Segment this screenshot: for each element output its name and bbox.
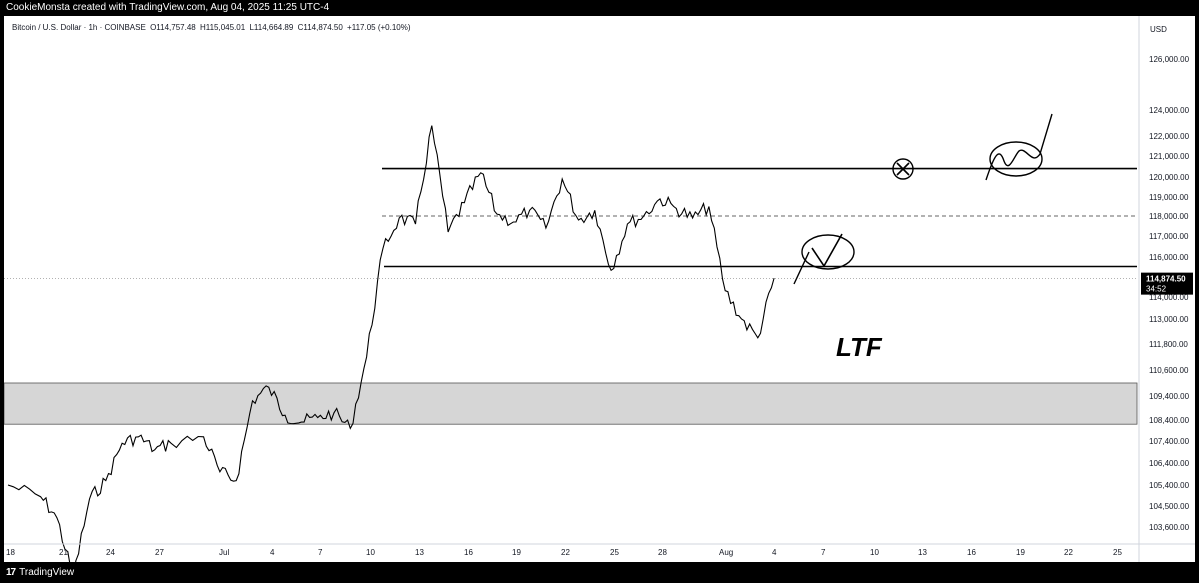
annotation-circle-wave (989, 141, 1043, 177)
footer-bar: 17 TradingView (0, 562, 1199, 583)
x-tick-label: 10 (870, 548, 879, 557)
symbol-title: Bitcoin / U.S. Dollar · 1h · COINBASE (12, 23, 146, 32)
y-tick-label: 107,400.00 (1149, 437, 1190, 446)
y-tick-label: 120,000.00 (1149, 173, 1190, 182)
y-tick-label: 106,400.00 (1149, 459, 1190, 468)
demand-zone (4, 382, 1138, 425)
x-tick-label: 28 (658, 548, 667, 557)
y-tick-label: 119,000.00 (1149, 193, 1189, 202)
x-tick-label: 13 (415, 548, 424, 557)
x-tick-label: Aug (719, 548, 733, 557)
y-tick-label: 118,000.00 (1149, 212, 1189, 221)
annotation-circle-check (801, 234, 855, 270)
chart-credit-bar: CookieMonsta created with TradingView.co… (0, 0, 1199, 16)
x-tick-label: 16 (464, 548, 473, 557)
y-tick-label: 126,000.00 (1149, 55, 1190, 64)
x-tick-label: 10 (366, 548, 375, 557)
y-tick-label: 110,600.00 (1149, 366, 1189, 375)
y-tick-label: 109,400.00 (1149, 392, 1190, 401)
x-tick-label: 7 (318, 548, 323, 557)
current-price-label: 114,874.50 (1146, 275, 1186, 284)
x-tick-label: 13 (918, 548, 927, 557)
x-tick-label: 16 (967, 548, 976, 557)
x-tick-label: Jul (219, 548, 229, 557)
credit-text: CookieMonsta created with TradingView.co… (6, 2, 330, 13)
x-tick-label: 7 (821, 548, 826, 557)
high-value: H115,045.01 (199, 23, 246, 32)
x-tick-label: 22 (1064, 548, 1073, 557)
y-tick-label: 103,600.00 (1149, 523, 1190, 532)
current-price-box (1141, 272, 1193, 295)
annotation-circle-x (892, 158, 914, 180)
y-tick-label: 111,800.00 (1149, 340, 1188, 349)
symbol-legend: Bitcoin / U.S. Dollar · 1h · COINBASE O1… (12, 23, 411, 32)
y-tick-label: 116,000.00 (1149, 253, 1189, 262)
x-mark-icon (896, 162, 910, 176)
x-tick-label: 27 (155, 548, 164, 557)
currency-label: USD (1150, 25, 1167, 34)
x-tick-label: 18 (6, 548, 15, 557)
x-tick-label: 25 (610, 548, 619, 557)
y-tick-label: 124,000.00 (1149, 106, 1190, 115)
countdown-label: 34:52 (1146, 285, 1167, 294)
y-tick-label: 104,500.00 (1149, 502, 1190, 511)
x-tick-label: 25 (1113, 548, 1122, 557)
x-tick-label: 22 (561, 548, 570, 557)
x-tick-label: 4 (270, 548, 275, 557)
x-tick-label: 21 (59, 548, 68, 557)
check-mark-icon (811, 233, 843, 268)
y-tick-label: 121,000.00 (1149, 152, 1190, 161)
y-tick-label: 108,400.00 (1149, 416, 1190, 425)
chart-frame[interactable]: USD 126,000.00 124,000.00 122,000.00 121,000… (4, 16, 1195, 562)
x-tick-label: 4 (772, 548, 777, 557)
change-value: +117.05 (+0.10%) (347, 23, 411, 32)
close-value: C114,874.50 (297, 23, 343, 32)
open-value: O114,757.48 (150, 23, 196, 32)
y-tick-label: 114,000.00 (1149, 293, 1189, 302)
y-tick-label: 105,400.00 (1149, 481, 1190, 490)
price-series-line (7, 125, 775, 562)
tradingview-mark-icon: 17 (6, 567, 16, 578)
x-tick-label: 19 (1016, 548, 1025, 557)
x-tick-label: 19 (512, 548, 521, 557)
y-tick-label: 117,000.00 (1149, 232, 1189, 241)
y-tick-label: 122,000.00 (1149, 132, 1190, 141)
ltf-annotation: LTF (836, 332, 882, 362)
brand-text: TradingView (19, 567, 75, 578)
low-value: L114,664.89 (249, 23, 294, 32)
y-tick-label: 113,000.00 (1149, 315, 1189, 324)
price-chart[interactable]: USD 126,000.00 124,000.00 122,000.00 121,000… (4, 16, 1195, 562)
annotation-stroke-1 (793, 251, 810, 285)
x-tick-label: 24 (106, 548, 115, 557)
wave-arrow-icon (985, 113, 1053, 181)
tradingview-logo[interactable]: 17 TradingView (6, 566, 74, 579)
